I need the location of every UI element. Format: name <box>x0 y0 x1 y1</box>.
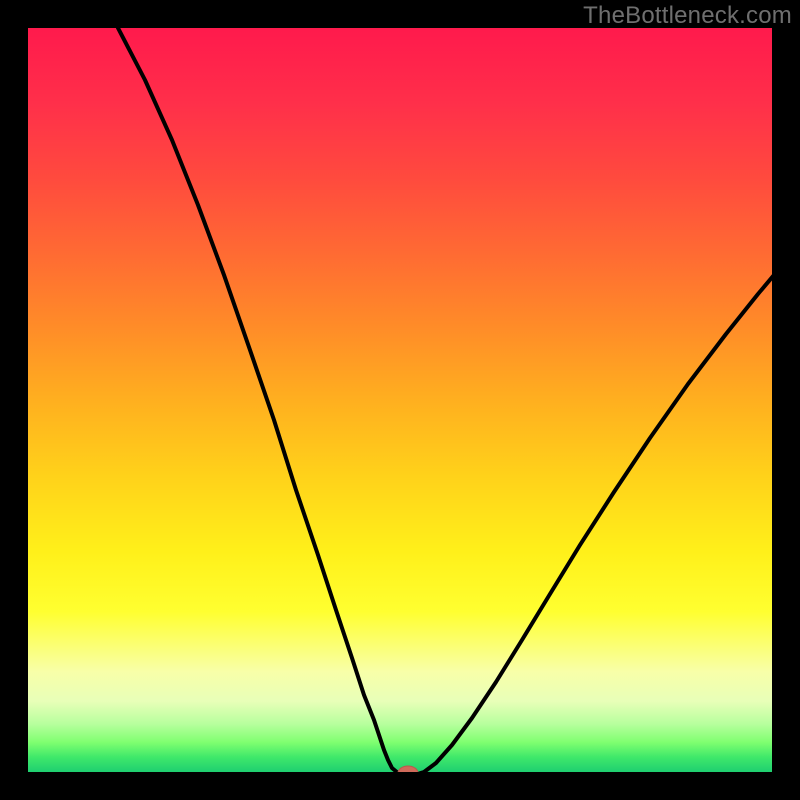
frame-border-left <box>0 0 28 800</box>
gradient-background <box>28 28 772 776</box>
chart-svg <box>0 0 800 800</box>
watermark-text: TheBottleneck.com <box>583 2 792 30</box>
frame-border-right <box>772 0 800 800</box>
frame-border-bottom <box>0 772 800 800</box>
chart-stage: TheBottleneck.com <box>0 0 800 800</box>
